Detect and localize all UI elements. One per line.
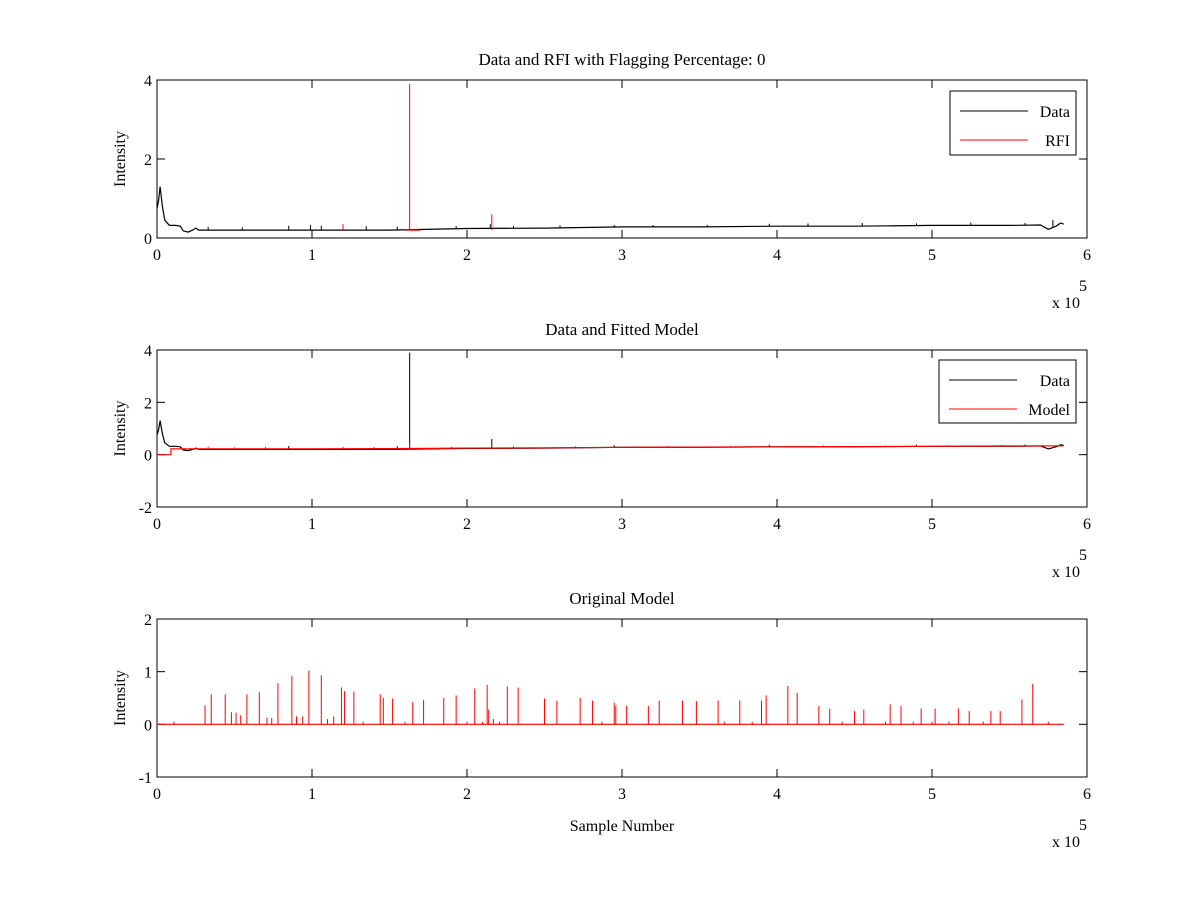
plot-area	[157, 670, 1064, 725]
series-data	[157, 352, 1064, 452]
series-rfi	[342, 83, 493, 231]
x-tick-label: 2	[463, 786, 471, 803]
y-tick-label: 0	[144, 448, 152, 465]
y-axis-label: Intensity	[112, 401, 129, 457]
series-line-model	[157, 445, 1064, 456]
legend: Data RFI	[949, 90, 1077, 156]
x-multiplier-base: x 10	[1052, 295, 1080, 312]
plot-area	[157, 83, 1065, 233]
x-multiplier-base: x 10	[1052, 834, 1080, 851]
y-axis-label: Intensity	[112, 131, 129, 187]
x-tick-label: 1	[308, 786, 316, 803]
y-tick-label: -1	[139, 770, 152, 787]
series-model	[157, 442, 1064, 456]
y-tick-label: 4	[144, 73, 152, 90]
series-series	[157, 670, 1064, 725]
axes-box	[156, 618, 1088, 778]
x-tick-label: 0	[153, 516, 161, 533]
x-tick-label: 5	[928, 247, 936, 264]
x-tick-label: 2	[463, 247, 471, 264]
x-tick-label: 1	[308, 247, 316, 264]
axes-box	[156, 79, 1088, 239]
x-tick-label: 3	[618, 516, 626, 533]
x-tick-label: 5	[928, 516, 936, 533]
x-multiplier-exponent: 5	[1079, 817, 1087, 834]
chart-title: Data and Fitted Model	[545, 320, 699, 339]
chart-title: Original Model	[569, 589, 675, 608]
x-multiplier-exponent: 5	[1079, 547, 1087, 564]
chart-title: Data and RFI with Flagging Percentage: 0	[478, 50, 765, 69]
y-tick-label: 2	[144, 152, 152, 169]
legend-label: Data	[1040, 373, 1070, 390]
y-tick-label: 0	[144, 717, 152, 734]
x-tick-label: 6	[1083, 247, 1091, 264]
y-tick-label: -2	[139, 500, 152, 517]
x-tick-label: 3	[618, 786, 626, 803]
y-tick-label: 2	[144, 395, 152, 412]
x-tick-label: 2	[463, 516, 471, 533]
x-tick-label: 3	[618, 247, 626, 264]
y-tick-label: 4	[144, 343, 152, 360]
legend-box	[949, 90, 1077, 156]
y-tick-label: 0	[144, 231, 152, 248]
x-tick-label: 5	[928, 786, 936, 803]
x-multiplier-base: x 10	[1052, 564, 1080, 581]
legend-label: Data	[1040, 104, 1070, 121]
x-tick-label: 6	[1083, 786, 1091, 803]
legend-box	[938, 359, 1077, 424]
legend-label: RFI	[1045, 133, 1070, 150]
series-data	[157, 186, 1065, 233]
x-tick-label: 1	[308, 516, 316, 533]
x-tick-label: 0	[153, 247, 161, 264]
x-tick-label: 0	[153, 786, 161, 803]
x-multiplier-exponent: 5	[1079, 278, 1087, 295]
y-tick-label: 1	[144, 665, 152, 682]
x-tick-label: 4	[773, 786, 781, 803]
x-tick-label: 6	[1083, 516, 1091, 533]
x-tick-label: 4	[773, 516, 781, 533]
series-line-data	[157, 186, 1065, 233]
y-tick-label: 2	[144, 612, 152, 629]
x-tick-label: 4	[773, 247, 781, 264]
legend-label: Model	[1028, 402, 1070, 419]
y-axis-label: Intensity	[112, 670, 129, 726]
x-axis-label: Sample Number	[570, 818, 675, 835]
plot-area	[157, 352, 1064, 456]
legend: Data Model	[938, 359, 1077, 424]
